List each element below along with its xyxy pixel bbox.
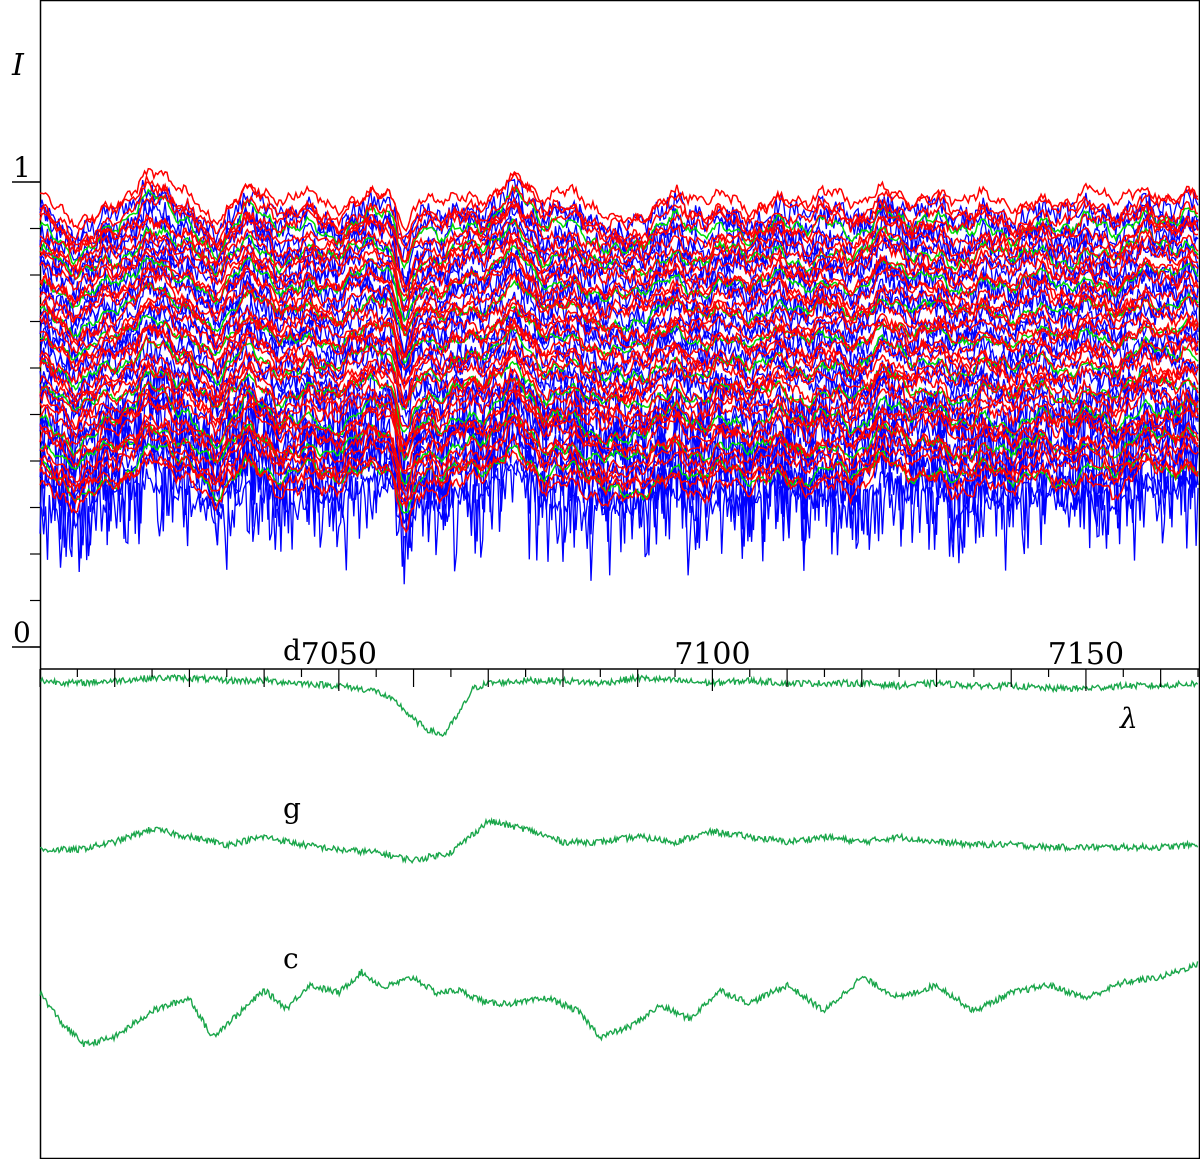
chart-frame	[39, 0, 1200, 1159]
spectrum-line	[39, 216, 1199, 320]
spectrum-line	[39, 413, 1199, 475]
spectrum-line	[39, 270, 1199, 358]
spectrum-line	[39, 305, 1199, 365]
spectrum-line	[39, 349, 1199, 429]
x-axis-label: λ	[1119, 702, 1138, 735]
series-label-c: c	[283, 942, 299, 975]
series-label-d: d	[283, 634, 301, 667]
component-line-d	[39, 673, 1199, 737]
spectrum-line	[39, 349, 1199, 446]
spectrum-line	[39, 201, 1199, 263]
spectrum-line	[39, 190, 1199, 282]
spectrum-line	[39, 253, 1199, 329]
component-line-c	[39, 961, 1199, 1048]
spectrum-line	[39, 401, 1199, 492]
spectrum-line	[39, 382, 1199, 473]
spectrum-line	[39, 414, 1199, 501]
spectrum-line	[39, 326, 1199, 419]
spectrum-line	[39, 377, 1199, 461]
bottom-panel-series	[39, 673, 1199, 1048]
x-tick-label: 7150	[1048, 637, 1124, 672]
spectrum-line	[39, 414, 1199, 529]
spectrum-line	[39, 193, 1199, 263]
spectrum-line	[39, 316, 1199, 391]
x-tick-label: 7050	[301, 637, 377, 672]
spectrum-line	[39, 389, 1199, 449]
component-line-g	[40, 817, 1199, 864]
spectrum-line	[39, 432, 1199, 534]
spectrum-line	[39, 203, 1199, 289]
spectrum-line	[39, 251, 1199, 337]
spectrum-line	[39, 323, 1199, 406]
spectrum-line	[39, 170, 1199, 241]
spectrum-line	[39, 269, 1199, 332]
spectrum-line	[39, 218, 1199, 294]
axes: 1 0 7050 7100 7150	[12, 151, 1199, 691]
spectrum-line	[39, 229, 1199, 302]
x-tick-label: 7100	[674, 637, 750, 672]
spectrum-line	[39, 458, 1199, 581]
spectrum-line	[39, 234, 1199, 313]
series-label-g: g	[283, 792, 301, 825]
y-tick-label: 0	[13, 616, 31, 649]
spectrum-line	[39, 376, 1199, 460]
spectrum-line	[39, 412, 1199, 485]
spectrum-line	[39, 317, 1199, 387]
y-tick-label: 1	[13, 151, 31, 184]
spectrum-line	[39, 333, 1199, 410]
spectrum-line	[39, 299, 1199, 362]
spectrum-line	[39, 365, 1199, 453]
spectrum-line	[39, 292, 1199, 359]
spectrum-line	[39, 167, 1199, 233]
y-axis-label: I	[11, 48, 25, 83]
top-panel-series	[39, 167, 1199, 585]
spectrum-line	[39, 449, 1199, 507]
